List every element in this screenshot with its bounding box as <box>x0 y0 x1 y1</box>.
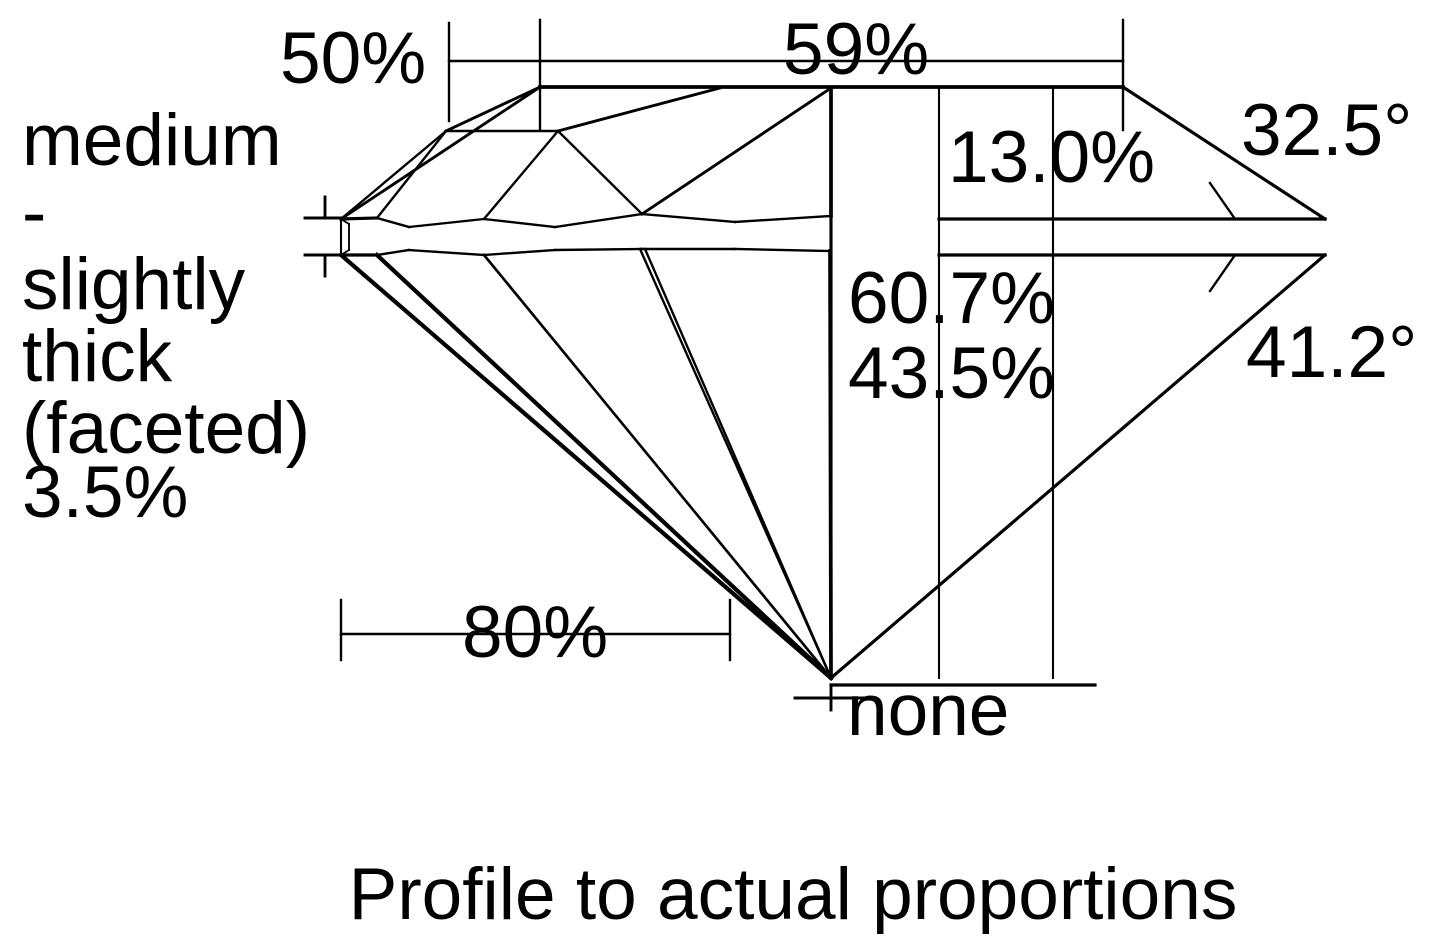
svg-text:32.5°: 32.5° <box>1241 90 1412 171</box>
svg-text:thick: thick <box>22 316 173 397</box>
svg-text:slightly: slightly <box>22 244 246 325</box>
svg-text:80%: 80% <box>462 592 608 673</box>
svg-text:43.5%: 43.5% <box>848 333 1055 414</box>
svg-text:none: none <box>847 670 1009 751</box>
svg-text:41.2°: 41.2° <box>1246 312 1417 393</box>
svg-text:13.0%: 13.0% <box>948 117 1155 198</box>
svg-text:Profile to actual proportions: Profile to actual proportions <box>349 854 1238 935</box>
svg-text:50%: 50% <box>280 18 426 99</box>
svg-text:-: - <box>22 172 46 253</box>
svg-text:59%: 59% <box>783 9 929 90</box>
svg-text:60.7%: 60.7% <box>848 258 1055 339</box>
svg-text:medium: medium <box>22 100 282 181</box>
svg-text:3.5%: 3.5% <box>22 452 188 533</box>
